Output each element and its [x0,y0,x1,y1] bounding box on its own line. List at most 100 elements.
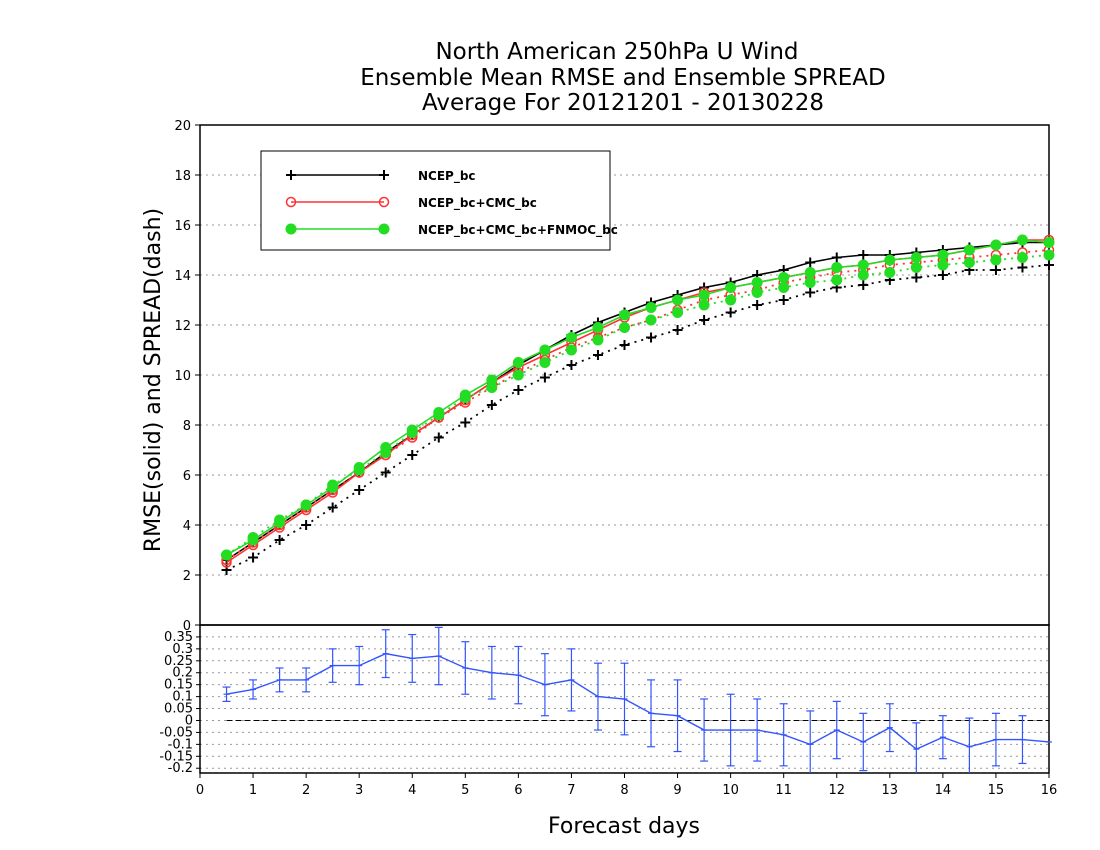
rmse-line [226,239,1050,556]
filled-circle-marker [300,499,312,511]
filled-circle-marker [645,314,657,326]
x-tick-label: 1 [249,783,257,798]
filled-circle-marker [884,254,896,266]
filled-circle-marker [857,259,869,271]
filled-circle-marker [221,549,233,561]
bottom-y-axis: -0.2-0.15-0.1-0.0500.050.10.150.20.250.3… [159,624,200,776]
plus-marker [486,400,497,410]
x-tick-label: 11 [775,783,792,798]
filled-circle-marker [1016,252,1028,263]
y-tick-label: 18 [174,169,191,184]
series-1 [221,234,1055,568]
x-tick-label: 8 [620,783,628,798]
filled-circle-marker [512,369,524,381]
filled-circle-marker [857,269,869,281]
legend-item: NCEP_bc+CMC_bc [285,196,537,211]
y-tick-label: -0.1 [168,737,193,752]
error-bar [912,722,921,773]
plus-marker [619,340,630,350]
x-tick-label: 15 [988,783,1005,798]
x-tick-label: 12 [828,783,845,798]
plus-marker [592,350,603,360]
x-tick-label: 5 [461,783,469,798]
filled-circle-marker [592,322,604,333]
plus-marker [301,520,312,530]
open-circle-marker [378,196,390,208]
filled-circle-marker [645,302,657,313]
difference-line [226,652,1050,750]
plus-marker [831,252,842,263]
y-tick-label: 0.15 [164,678,193,693]
y-tick-label: 4 [183,519,191,534]
filled-circle-marker [378,223,390,235]
filled-circle-marker [963,244,975,256]
plus-marker [566,360,577,370]
y-tick-label: 8 [183,419,191,434]
filled-circle-marker [565,344,577,356]
filled-circle-marker [247,534,259,546]
plus-marker [286,170,296,180]
x-axis-label: Forecast days [548,814,700,839]
filled-circle-marker [937,249,949,261]
y-tick-label: 0.35 [164,630,193,645]
plus-marker [646,332,657,343]
chart-title: North American 250hPa U Wind Ensemble Me… [360,39,885,116]
x-tick-label: 0 [196,783,204,798]
legend-label: NCEP_bc [418,169,476,184]
y-tick-label: 14 [174,269,191,284]
filled-circle-marker [804,267,816,278]
spread-line [226,249,1050,561]
y-tick-label: 6 [183,469,191,484]
filled-circle-marker [619,322,630,333]
legend-label: NCEP_bc+CMC_bc [418,196,537,211]
filled-circle-marker [751,287,763,298]
filled-circle-marker [672,294,684,306]
legend: NCEP_bc NCEP_bc+CMC_bc NCEP_bc+CMC_bc+FNMO… [260,150,618,251]
y-tick-label: 2 [183,569,191,584]
open-circle-marker [285,196,297,208]
filled-circle-marker [619,309,630,321]
plus-marker [379,170,389,180]
filled-circle-marker [539,357,551,368]
y-tick-label: 10 [174,369,191,384]
filled-circle-marker [698,289,710,301]
x-tick-label: 13 [882,783,899,798]
filled-circle-marker [592,334,604,346]
plus-marker [805,287,816,298]
y-tick-label: 0.25 [164,654,193,669]
filled-circle-marker [990,239,1002,251]
plus-marker [1044,260,1054,270]
filled-circle-marker [804,277,816,288]
y-tick-label: 0 [183,619,191,634]
x-tick-label: 2 [302,783,310,798]
plus-marker [327,502,338,513]
top-panel-series [221,234,1055,575]
plus-marker [858,250,869,260]
plus-marker [937,270,948,280]
plus-marker [990,265,1001,275]
plus-marker [858,280,869,290]
filled-circle-marker [1043,237,1055,248]
error-bar [965,717,974,773]
filled-circle-marker [831,262,843,273]
y-tick-label: 0 [185,713,193,728]
filled-circle-marker [778,272,790,283]
filled-circle-marker [353,462,365,473]
plus-marker [805,257,816,268]
y-tick-label: 0.1 [172,690,193,705]
legend-box [260,150,611,251]
error-bar [806,710,815,773]
x-tick-label: 4 [408,783,416,798]
legend-items: NCEP_bc NCEP_bc+CMC_bc NCEP_bc+CMC_bc+FNMO… [285,169,618,238]
plus-marker [672,325,683,335]
x-tick-label: 3 [355,783,363,798]
series-0 [221,237,1054,575]
y-tick-label: 16 [174,219,191,234]
filled-circle-marker [831,274,843,286]
y-axis-label: RMSE(solid) and SPREAD(dash) [141,208,166,552]
legend-item: NCEP_bc [286,169,476,184]
filled-circle-marker [285,223,297,235]
filled-circle-marker [1043,249,1055,261]
filled-circle-marker [963,257,975,268]
series-2 [221,234,1055,561]
